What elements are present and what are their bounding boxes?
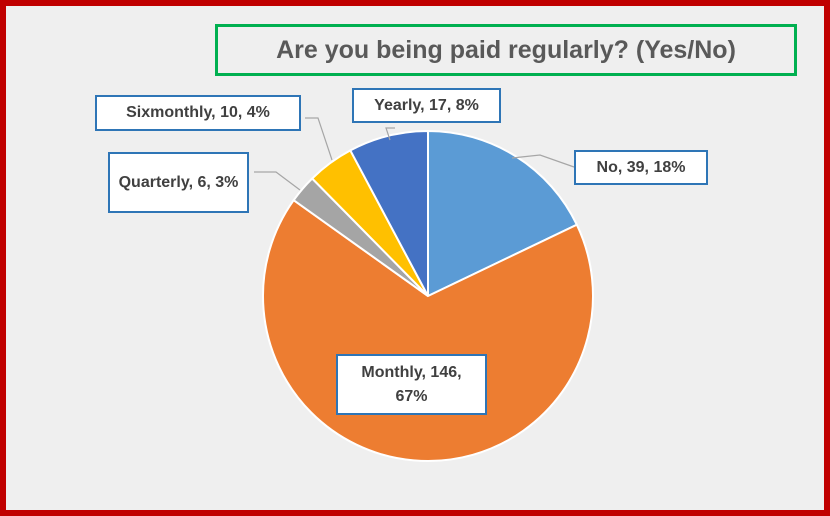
leader-line (305, 117, 333, 161)
data-label: Monthly, 146, 67% (336, 354, 487, 415)
leader-lines (254, 117, 575, 191)
leader-line (511, 154, 575, 168)
data-label: Sixmonthly, 10, 4% (95, 95, 301, 131)
data-label: Yearly, 17, 8% (352, 88, 501, 123)
leader-line (385, 127, 395, 141)
data-label: No, 39, 18% (574, 150, 708, 185)
leader-line (254, 171, 301, 191)
data-label: Quarterly, 6, 3% (108, 152, 249, 213)
pie-slice (427, 129, 579, 298)
pie-slice (348, 129, 429, 297)
chart-title: Are you being paid regularly? (Yes/No) (215, 24, 797, 76)
